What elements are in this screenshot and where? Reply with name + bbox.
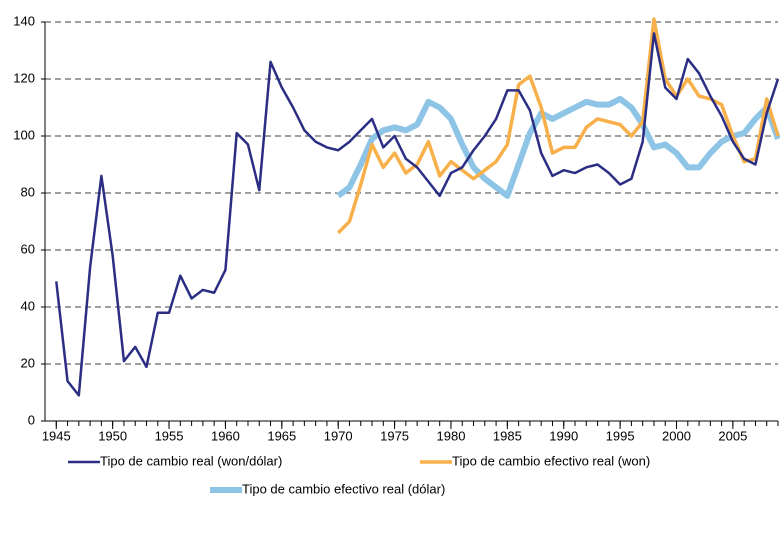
y-tick-label: 40 [21, 298, 35, 313]
y-tick-label: 20 [21, 355, 35, 370]
x-tick-label: 1990 [549, 428, 578, 443]
legend-label: Tipo de cambio real (won/dólar) [100, 453, 282, 468]
y-tick-label: 0 [28, 412, 35, 427]
y-tick-label: 80 [21, 184, 35, 199]
x-tick-label: 1970 [324, 428, 353, 443]
x-tick-label: 1980 [437, 428, 466, 443]
series-line [336, 17, 780, 235]
x-tick-label: 1955 [155, 428, 184, 443]
x-tick-label: 2005 [718, 428, 747, 443]
legend-label: Tipo de cambio efectivo real (dólar) [242, 481, 445, 496]
y-tick-label: 140 [13, 13, 35, 28]
y-tick-label: 100 [13, 127, 35, 142]
x-tick-label: 1960 [211, 428, 240, 443]
x-tick-label: 1985 [493, 428, 522, 443]
x-tick-label: 1945 [42, 428, 71, 443]
x-tick-label: 1950 [98, 428, 127, 443]
y-tick-label: 120 [13, 70, 35, 85]
x-tick-label: 1975 [380, 428, 409, 443]
x-tick-label: 1965 [267, 428, 296, 443]
series-line [55, 32, 780, 397]
y-tick-label: 60 [21, 241, 35, 256]
x-tick-label: 2000 [662, 428, 691, 443]
legend-label: Tipo de cambio efectivo real (won) [452, 453, 650, 468]
series-line [336, 95, 780, 199]
x-tick-label: 1995 [606, 428, 635, 443]
